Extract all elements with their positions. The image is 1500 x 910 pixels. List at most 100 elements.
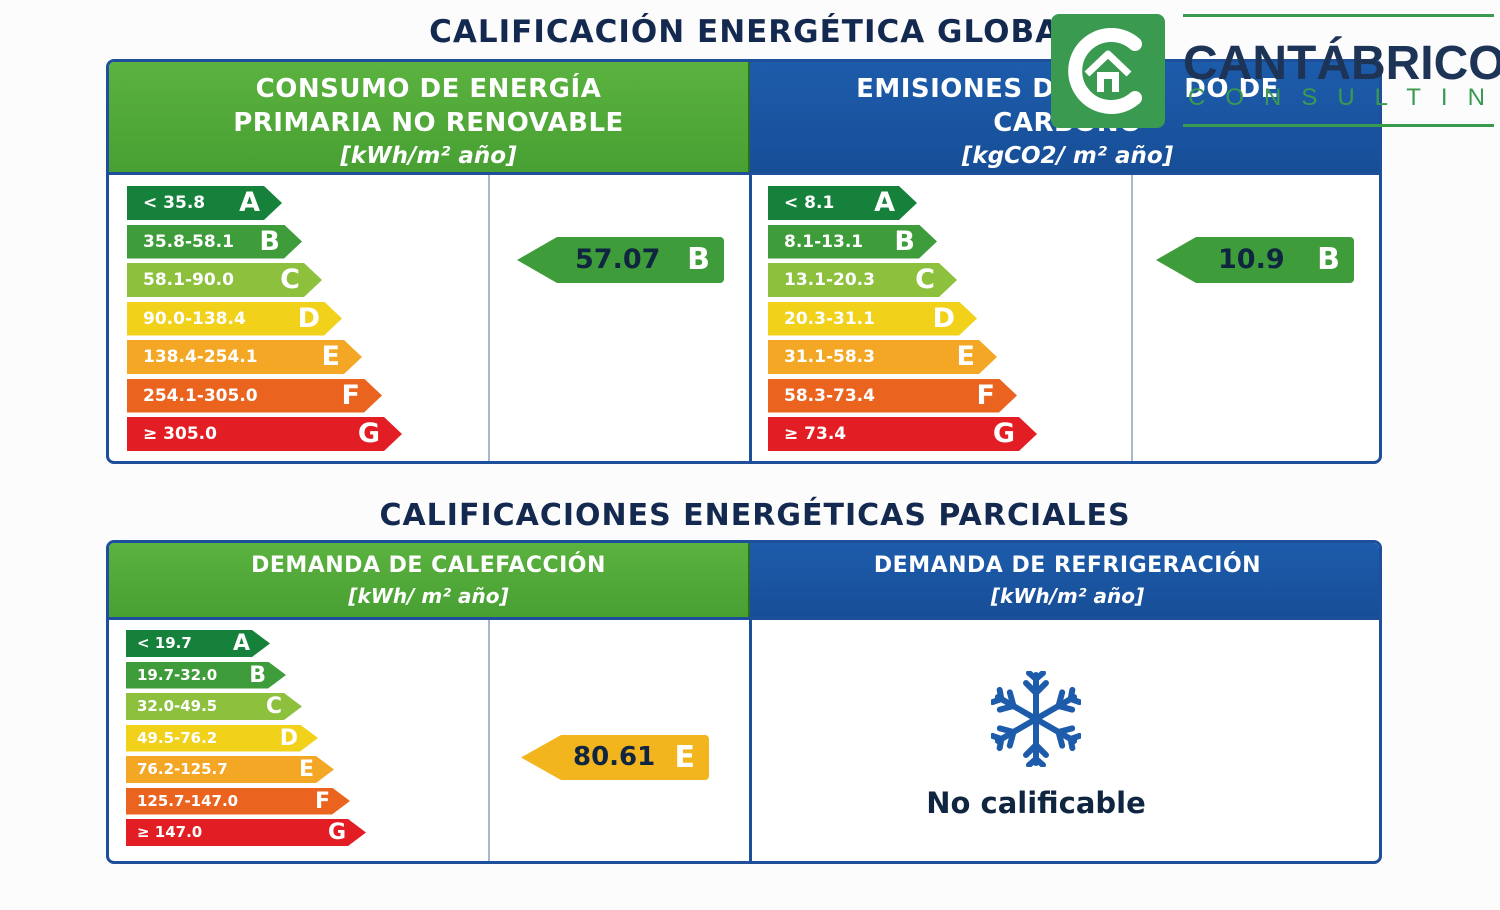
calefaccion-value: 80.61	[573, 742, 656, 772]
consumo-header: CONSUMO DE ENERGÍA PRIMARIA NO RENOVABLE…	[109, 62, 750, 172]
scale-letter: G	[992, 418, 1015, 449]
refrigeracion-title: DEMANDA DE REFRIGERACIÓN	[873, 553, 1262, 578]
snowflake-icon	[991, 671, 1081, 767]
calefaccion-rating-indicator: 80.61 E	[521, 735, 709, 780]
consumo-rating-indicator: 57.07 B	[517, 237, 724, 283]
scale-range: 58.1-90.0	[143, 270, 234, 290]
calefaccion-header: DEMANDA DE CALEFACCIÓN [kWh/ m² año]	[109, 543, 750, 617]
scale-range: 35.8-58.1	[143, 231, 234, 252]
emisiones-unit: [kgCO2/ m² año]	[961, 143, 1174, 169]
scale-letter: E	[298, 757, 314, 782]
scale-letter: D	[932, 302, 955, 334]
energy-scale-bar-b: 8.1-13.1 B	[768, 225, 937, 259]
energy-scale-bar-a: < 35.8 A	[127, 186, 282, 220]
column-divider	[488, 620, 490, 861]
column-divider	[1131, 175, 1133, 461]
energy-scale-bar-g: ≥ 147.0 G	[126, 819, 366, 846]
scale-letter: F	[976, 379, 995, 411]
scale-letter: D	[279, 725, 298, 751]
energy-scale-bar-a: < 19.7 A	[126, 630, 270, 657]
consumo-title-line2: PRIMARIA NO RENOVABLE	[233, 108, 624, 138]
scale-range: 19.7-32.0	[137, 665, 218, 684]
scale-range: 90.0-138.4	[143, 308, 246, 329]
emisiones-rating-letter: B	[1317, 242, 1340, 277]
scale-range: < 35.8	[143, 193, 206, 213]
energy-scale-bar-b: 35.8-58.1 B	[127, 225, 302, 259]
scale-letter: A	[239, 187, 260, 218]
energy-scale-bar-f: 58.3-73.4 F	[768, 379, 1017, 413]
scale-range: 254.1-305.0	[143, 385, 258, 406]
energy-scale-bar-e: 138.4-254.1 E	[127, 340, 362, 374]
energy-scale-bar-d: 20.3-31.1 D	[768, 302, 977, 336]
calefaccion-rating-letter: E	[674, 740, 696, 775]
scale-range: 49.5-76.2	[137, 728, 218, 747]
scale-range: 31.1-58.3	[784, 347, 875, 367]
scale-letter: C	[265, 694, 282, 719]
house-logo-icon	[1068, 28, 1142, 114]
energy-scale-bar-g: ≥ 305.0 G	[127, 417, 402, 451]
calefaccion-title: DEMANDA DE CALEFACCIÓN	[251, 553, 606, 578]
energy-scale-bar-b: 19.7-32.0 B	[126, 662, 286, 689]
scale-letter: C	[280, 264, 300, 295]
scale-letter: C	[915, 264, 935, 295]
column-divider	[749, 620, 752, 861]
energy-scale-bar-e: 76.2-125.7 E	[126, 756, 334, 783]
scale-range: 138.4-254.1	[143, 347, 258, 367]
logo-name: CANTÁBRICO	[1183, 37, 1500, 90]
column-divider	[749, 175, 752, 461]
logo-subtitle: CONSULTING	[1188, 84, 1500, 111]
scale-range: 8.1-13.1	[784, 231, 864, 252]
energy-scale-bar-c: 32.0-49.5 C	[126, 693, 302, 720]
energy-scale-bar-a: < 8.1 A	[768, 186, 917, 220]
scale-letter: B	[259, 225, 280, 257]
scale-range: 32.0-49.5	[137, 697, 218, 715]
logo-rule-top	[1183, 14, 1494, 17]
energy-scale-bar-d: 49.5-76.2 D	[126, 725, 318, 752]
consumo-title-line1: CONSUMO DE ENERGÍA	[255, 74, 602, 104]
energy-scale-bar-d: 90.0-138.4 D	[127, 302, 342, 336]
scale-range: 125.7-147.0	[137, 791, 239, 810]
scale-range: ≥ 147.0	[137, 823, 203, 841]
scale-letter: A	[232, 631, 250, 656]
global-rating-title: CALIFICACIÓN ENERGÉTICA GLOBAL	[429, 14, 1081, 50]
scale-letter: B	[894, 225, 915, 257]
scale-letter: A	[874, 187, 895, 218]
scale-range: 58.3-73.4	[784, 385, 875, 406]
scale-range: < 8.1	[784, 193, 835, 213]
scale-letter: E	[956, 341, 975, 372]
scale-range: ≥ 305.0	[143, 424, 217, 444]
scale-range: 13.1-20.3	[784, 270, 875, 290]
calefaccion-unit: [kWh/ m² año]	[348, 584, 509, 608]
energy-scale-bar-g: ≥ 73.4 G	[768, 417, 1037, 451]
logo-rule-bottom	[1183, 124, 1494, 127]
scale-letter: B	[249, 662, 266, 688]
energy-scale-bar-c: 13.1-20.3 C	[768, 263, 957, 297]
scale-letter: D	[297, 302, 320, 334]
scale-letter: F	[314, 788, 330, 814]
no-calificable-text: No calificable	[926, 786, 1146, 820]
header-divider	[109, 172, 1379, 175]
logo-mark	[1051, 14, 1165, 128]
emisiones-title-line1: EMISIONES D DO DE	[856, 74, 1279, 104]
refrigeracion-header: DEMANDA DE REFRIGERACIÓN [kWh/m² año]	[750, 543, 1379, 617]
emisiones-rating-indicator: 10.9 B	[1156, 237, 1354, 283]
energy-scale-bar-f: 254.1-305.0 F	[127, 379, 382, 413]
scale-letter: G	[357, 418, 380, 449]
scale-letter: F	[341, 379, 360, 411]
energy-scale-bar-e: 31.1-58.3 E	[768, 340, 997, 374]
scale-range: < 19.7	[137, 634, 192, 652]
scale-range: ≥ 73.4	[784, 424, 847, 444]
energy-scale-bar-f: 125.7-147.0 F	[126, 788, 350, 815]
header-divider	[109, 617, 1379, 620]
refrigeracion-unit: [kWh/m² año]	[990, 584, 1145, 608]
emisiones-value: 10.9	[1218, 244, 1285, 275]
scale-range: 20.3-31.1	[784, 308, 875, 329]
global-rating-panel: CONSUMO DE ENERGÍA PRIMARIA NO RENOVABLE…	[106, 59, 1382, 464]
consumo-value: 57.07	[575, 244, 661, 275]
consumo-rating-letter: B	[687, 242, 710, 277]
partial-rating-panel: DEMANDA DE CALEFACCIÓN [kWh/ m² año] DEM…	[106, 540, 1382, 864]
energy-scale-bar-c: 58.1-90.0 C	[127, 263, 322, 297]
partial-rating-title: CALIFICACIONES ENERGÉTICAS PARCIALES	[379, 498, 1131, 533]
scale-letter: E	[321, 341, 340, 372]
scale-range: 76.2-125.7	[137, 760, 228, 778]
